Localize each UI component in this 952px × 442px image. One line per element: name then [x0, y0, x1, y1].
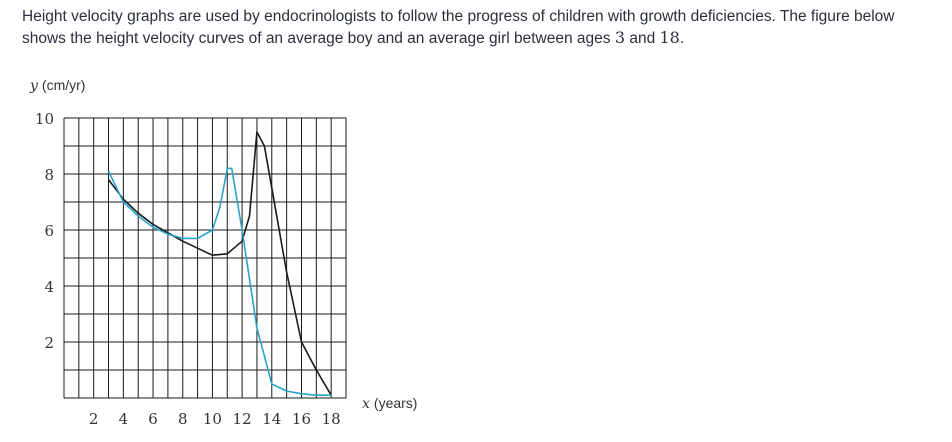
y-axis-label: y (cm/yr) [29, 77, 85, 94]
problem-intro: Height velocity graphs are used by endoc… [22, 6, 932, 49]
chart-grid [63, 117, 347, 399]
x-tick-label: 16 [292, 410, 311, 428]
x-tick-label: 18 [322, 410, 341, 428]
intro-text-part2: and [625, 30, 660, 47]
chart-series [107, 131, 332, 397]
y-tick-label: 4 [44, 278, 54, 296]
y-axis-variable: y [29, 78, 39, 94]
y-tick-label: 6 [44, 222, 54, 240]
intro-age-start: 3 [614, 28, 626, 47]
y-tick-label: 10 [35, 110, 54, 128]
intro-text-part3: . [679, 30, 685, 47]
x-tick-label: 2 [89, 410, 99, 428]
x-tick-label: 14 [262, 410, 281, 428]
x-tick-label: 12 [233, 410, 252, 428]
x-axis-unit: (years) [374, 395, 418, 411]
x-axis-variable: x [362, 396, 370, 412]
x-tick-label: 4 [119, 410, 129, 428]
y-tick-label: 2 [44, 334, 54, 352]
intro-age-end: 18 [659, 28, 680, 47]
x-axis-label: x (years) [362, 395, 417, 412]
chart-tick-labels: 2 4 6 8 10 12 14 16 18 2 4 6 8 10 [35, 110, 341, 428]
intro-text-part1: Height velocity graphs are used by endoc… [22, 8, 895, 47]
x-tick-label: 6 [148, 410, 158, 428]
girl-velocity-line [107, 167, 332, 397]
boy-velocity-line [107, 131, 332, 396]
x-tick-label: 8 [178, 410, 188, 428]
y-axis-unit: (cm/yr) [42, 77, 86, 93]
y-tick-label: 8 [44, 166, 54, 184]
x-tick-label: 10 [203, 410, 222, 428]
